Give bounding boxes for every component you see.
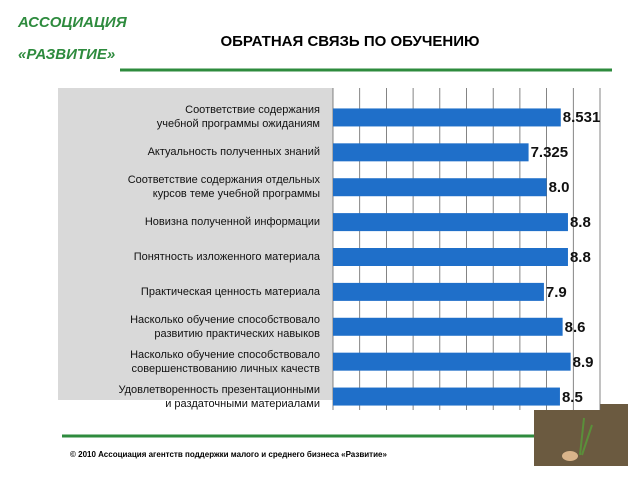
category-label: Соответствие содержания учебной программ… xyxy=(156,104,320,131)
value-label: 7.9 xyxy=(545,283,567,301)
label-panel xyxy=(58,88,333,400)
bar xyxy=(333,317,563,336)
category-label: Практическая ценность материала xyxy=(140,285,320,298)
category-label: Новизна полученной информации xyxy=(144,216,320,229)
bar xyxy=(333,352,571,371)
category-label: Соответствие содержания отдельных курсов… xyxy=(127,174,320,201)
category-label: Насколько обучение способствовало соверш… xyxy=(130,348,320,375)
bar xyxy=(333,143,529,162)
footer: © 2010 Ассоциация агентств поддержки мал… xyxy=(70,450,387,459)
value-label: 8.0 xyxy=(548,179,570,197)
value-label: 8.531 xyxy=(562,109,601,127)
org-name: АССОЦИАЦИЯ xyxy=(18,14,127,31)
value-label: 8.5 xyxy=(561,388,583,406)
value-label: 8.8 xyxy=(569,214,591,232)
photo-stone xyxy=(562,451,578,461)
category-label: Понятность изложенного материала xyxy=(133,251,320,263)
value-label: 8.6 xyxy=(564,318,586,336)
chart-title: ОБРАТНАЯ СВЯЗЬ ПО ОБУЧЕНИЮ xyxy=(220,33,479,50)
bar xyxy=(333,248,568,266)
value-label: 7.325 xyxy=(530,144,569,162)
category-label: Актуальность полученных знаний xyxy=(147,146,320,159)
value-label: 8.8 xyxy=(569,249,591,266)
bar xyxy=(333,178,547,197)
org-name: «РАЗВИТИЕ» xyxy=(18,46,116,63)
bar xyxy=(333,282,544,301)
bar xyxy=(333,387,560,406)
bar xyxy=(333,108,561,127)
photo xyxy=(534,404,628,466)
photo-sprout xyxy=(579,417,593,456)
category-label: Удовлетворенность презентационными и раз… xyxy=(118,383,320,410)
value-label: 8.9 xyxy=(572,353,594,371)
bar xyxy=(333,213,568,232)
category-label: Насколько обучение способствовало развит… xyxy=(130,313,320,340)
